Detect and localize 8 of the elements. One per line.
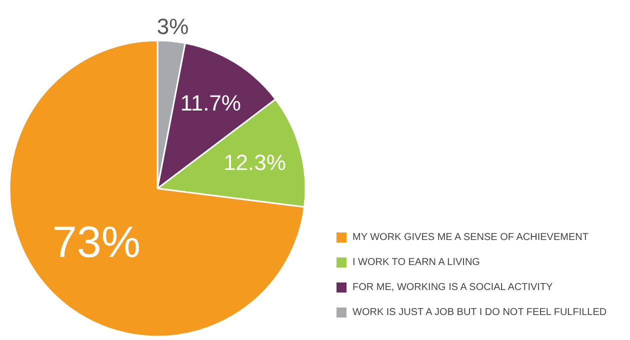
legend-label: WORK IS JUST A JOB BUT I DO NOT FEEL FULFILLED [352,307,607,318]
legend-label: FOR ME, WORKING IS A SOCIAL ACTIVITY [352,282,554,293]
data-label: 73% [52,218,140,267]
legend-label: I WORK TO EARN A LIVING [352,257,480,268]
data-label: 3% [156,14,189,39]
data-label: 12.3% [224,150,286,176]
data-label: 11.7% [180,90,241,116]
legend-label: MY WORK GIVES ME A SENSE OF ACHIEVEMENT [352,232,588,243]
